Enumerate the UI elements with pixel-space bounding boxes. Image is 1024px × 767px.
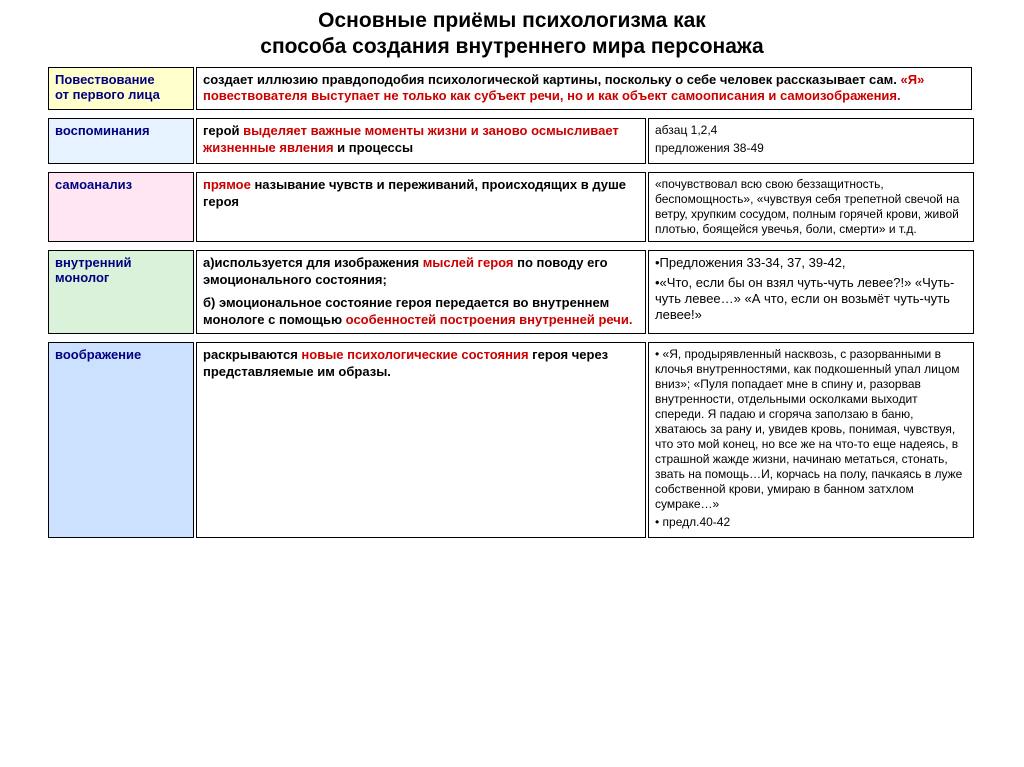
example-imagination: • «Я, продырявленный насквозь, с разорва… xyxy=(648,342,974,538)
row-imagination: воображение раскрываются новые психологи… xyxy=(48,342,976,538)
example-memories: абзац 1,2,4 предложения 38-49 xyxy=(648,118,974,164)
label-imagination: воображение xyxy=(48,342,194,538)
row-first-person: Повествование от первого лица создает ил… xyxy=(48,67,976,111)
label-inner-monologue: внутренний монолог xyxy=(48,250,194,334)
desc-memories: герой выделяет важные моменты жизни и за… xyxy=(196,118,646,164)
example-inner-monologue: •Предложения 33-34, 37, 39-42, •«Что, ес… xyxy=(648,250,974,334)
desc-first-person: создает иллюзию правдоподобия психологич… xyxy=(196,67,972,111)
example-self-analysis: «почувствовал всю свою беззащитность, бе… xyxy=(648,172,974,242)
row-self-analysis: самоанализ прямое называние чувств и пер… xyxy=(48,172,976,242)
row-memories: воспоминания герой выделяет важные момен… xyxy=(48,118,976,164)
row-inner-monologue: внутренний монолог а)используется для из… xyxy=(48,250,976,334)
label-first-person: Повествование от первого лица xyxy=(48,67,194,111)
title-line-2: способа создания внутреннего мира персон… xyxy=(260,35,763,58)
desc-inner-monologue: а)используется для изображения мыслей ге… xyxy=(196,250,646,334)
page-title: Основные приёмы психологизма как способа… xyxy=(48,8,976,61)
label-self-analysis: самоанализ xyxy=(48,172,194,242)
desc-self-analysis: прямое называние чувств и переживаний, п… xyxy=(196,172,646,242)
label-memories: воспоминания xyxy=(48,118,194,164)
desc-imagination: раскрываются новые психологические состо… xyxy=(196,342,646,538)
title-line-1: Основные приёмы психологизма как xyxy=(318,9,706,32)
